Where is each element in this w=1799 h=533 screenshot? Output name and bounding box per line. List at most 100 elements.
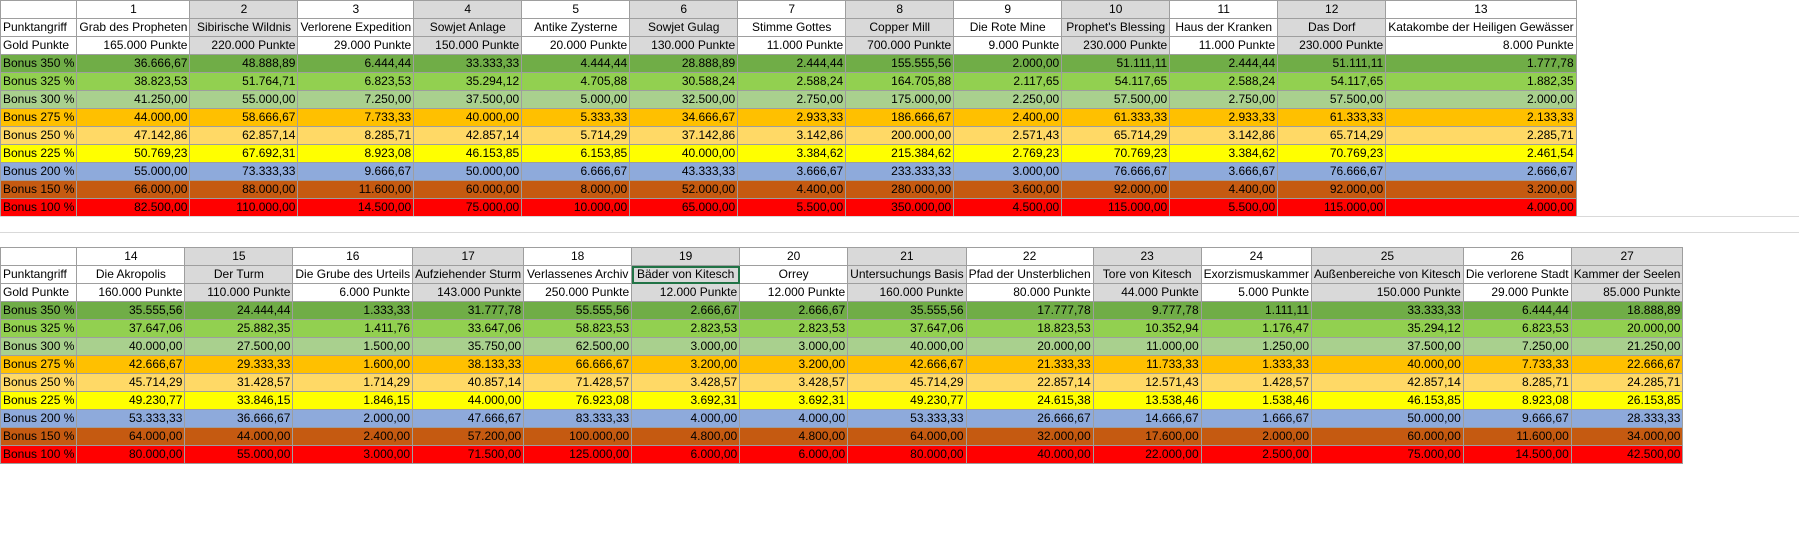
bonus-value-cell[interactable]: 2.461,54 bbox=[1385, 144, 1577, 163]
bonus-value-cell[interactable]: 4.705,88 bbox=[521, 72, 631, 91]
bonus-label-cell[interactable]: Bonus 200 % bbox=[0, 162, 78, 181]
bonus-value-cell[interactable]: 3.142,86 bbox=[1169, 126, 1279, 145]
bonus-value-cell[interactable]: 2.588,24 bbox=[737, 72, 847, 91]
gold-points-cell[interactable]: 150.000 Punkte bbox=[1311, 283, 1464, 302]
bonus-value-cell[interactable]: 115.000,00 bbox=[1277, 198, 1387, 217]
column-number-cell[interactable]: 4 bbox=[413, 0, 523, 19]
column-number-cell[interactable]: 8 bbox=[845, 0, 955, 19]
map-name-cell[interactable]: Prophet's Blessing bbox=[1061, 18, 1171, 37]
column-number-cell[interactable]: 19 bbox=[631, 247, 741, 266]
bonus-value-cell[interactable]: 2.750,00 bbox=[1169, 90, 1279, 109]
column-number-cell[interactable]: 1 bbox=[76, 0, 191, 19]
map-name-cell[interactable]: Tore von Kitesch bbox=[1092, 265, 1202, 284]
bonus-value-cell[interactable]: 60.000,00 bbox=[413, 180, 523, 199]
bonus-value-cell[interactable]: 42.857,14 bbox=[1311, 373, 1464, 392]
column-number-cell[interactable]: 2 bbox=[189, 0, 299, 19]
bonus-value-cell[interactable]: 50.769,23 bbox=[76, 144, 191, 163]
column-number-cell[interactable]: 16 bbox=[292, 247, 414, 266]
map-name-cell[interactable]: Bäder von Kitesch bbox=[631, 265, 741, 284]
bonus-value-cell[interactable]: 8.285,71 bbox=[297, 126, 415, 145]
row-label-attack[interactable]: Punktangriff bbox=[0, 18, 78, 37]
map-name-cell[interactable]: Kammer der Seelen bbox=[1570, 265, 1684, 284]
bonus-value-cell[interactable]: 7.250,00 bbox=[1462, 337, 1572, 356]
row-label-gold[interactable]: Gold Punkte bbox=[0, 283, 78, 302]
bonus-label-cell[interactable]: Bonus 100 % bbox=[0, 445, 78, 464]
column-number-cell[interactable]: 17 bbox=[412, 247, 525, 266]
bonus-value-cell[interactable]: 92.000,00 bbox=[1277, 180, 1387, 199]
bonus-value-cell[interactable]: 9.777,78 bbox=[1092, 301, 1202, 320]
bonus-value-cell[interactable]: 2.000,00 bbox=[292, 409, 414, 428]
bonus-value-cell[interactable]: 5.000,00 bbox=[521, 90, 631, 109]
bonus-label-cell[interactable]: Bonus 225 % bbox=[0, 144, 78, 163]
map-name-cell[interactable]: Haus der Kranken bbox=[1169, 18, 1279, 37]
map-name-cell[interactable]: Das Dorf bbox=[1277, 18, 1387, 37]
bonus-value-cell[interactable]: 65.714,29 bbox=[1277, 126, 1387, 145]
bonus-value-cell[interactable]: 1.538,46 bbox=[1200, 391, 1313, 410]
gold-points-cell[interactable]: 160.000 Punkte bbox=[76, 283, 186, 302]
bonus-value-cell[interactable]: 57.200,00 bbox=[412, 427, 525, 446]
bonus-value-cell[interactable]: 2.666,67 bbox=[631, 301, 741, 320]
bonus-value-cell[interactable]: 4.000,00 bbox=[739, 409, 849, 428]
bonus-value-cell[interactable]: 2.133,33 bbox=[1385, 108, 1577, 127]
bonus-value-cell[interactable]: 6.000,00 bbox=[739, 445, 849, 464]
bonus-value-cell[interactable]: 3.600,00 bbox=[953, 180, 1063, 199]
column-number-cell[interactable]: 10 bbox=[1061, 0, 1171, 19]
bonus-value-cell[interactable]: 3.000,00 bbox=[292, 445, 414, 464]
bonus-value-cell[interactable]: 38.133,33 bbox=[412, 355, 525, 374]
bonus-label-cell[interactable]: Bonus 275 % bbox=[0, 355, 78, 374]
map-name-cell[interactable]: Sowjet Anlage bbox=[413, 18, 523, 37]
bonus-value-cell[interactable]: 2.933,33 bbox=[737, 108, 847, 127]
gold-points-cell[interactable]: 130.000 Punkte bbox=[629, 36, 739, 55]
bonus-value-cell[interactable]: 92.000,00 bbox=[1061, 180, 1171, 199]
bonus-value-cell[interactable]: 55.000,00 bbox=[76, 162, 191, 181]
bonus-value-cell[interactable]: 2.571,43 bbox=[953, 126, 1063, 145]
bonus-value-cell[interactable]: 6.444,44 bbox=[297, 54, 415, 73]
corner-cell[interactable] bbox=[0, 247, 78, 266]
bonus-value-cell[interactable]: 53.333,33 bbox=[847, 409, 967, 428]
column-number-cell[interactable]: 11 bbox=[1169, 0, 1279, 19]
bonus-value-cell[interactable]: 110.000,00 bbox=[189, 198, 299, 217]
bonus-value-cell[interactable]: 55.000,00 bbox=[184, 445, 294, 464]
bonus-value-cell[interactable]: 1.333,33 bbox=[1200, 355, 1313, 374]
gold-points-cell[interactable]: 150.000 Punkte bbox=[413, 36, 523, 55]
bonus-value-cell[interactable]: 3.200,00 bbox=[631, 355, 741, 374]
bonus-value-cell[interactable]: 37.647,06 bbox=[76, 319, 186, 338]
bonus-value-cell[interactable]: 2.250,00 bbox=[953, 90, 1063, 109]
bonus-label-cell[interactable]: Bonus 250 % bbox=[0, 373, 78, 392]
bonus-value-cell[interactable]: 24.285,71 bbox=[1570, 373, 1684, 392]
bonus-value-cell[interactable]: 25.882,35 bbox=[184, 319, 294, 338]
bonus-value-cell[interactable]: 58.823,53 bbox=[523, 319, 633, 338]
map-name-cell[interactable]: Aufziehender Sturm bbox=[412, 265, 525, 284]
bonus-value-cell[interactable]: 76.666,67 bbox=[1061, 162, 1171, 181]
column-number-cell[interactable]: 5 bbox=[521, 0, 631, 19]
bonus-value-cell[interactable]: 6.823,53 bbox=[1462, 319, 1572, 338]
bonus-value-cell[interactable]: 53.333,33 bbox=[76, 409, 186, 428]
bonus-value-cell[interactable]: 36.666,67 bbox=[76, 54, 191, 73]
bonus-value-cell[interactable]: 58.666,67 bbox=[189, 108, 299, 127]
bonus-value-cell[interactable]: 3.666,67 bbox=[1169, 162, 1279, 181]
bonus-label-cell[interactable]: Bonus 225 % bbox=[0, 391, 78, 410]
bonus-value-cell[interactable]: 17.777,78 bbox=[965, 301, 1094, 320]
bonus-label-cell[interactable]: Bonus 325 % bbox=[0, 319, 78, 338]
bonus-value-cell[interactable]: 47.666,67 bbox=[412, 409, 525, 428]
bonus-value-cell[interactable]: 2.666,67 bbox=[739, 301, 849, 320]
row-label-gold[interactable]: Gold Punkte bbox=[0, 36, 78, 55]
bonus-value-cell[interactable]: 41.250,00 bbox=[76, 90, 191, 109]
column-number-cell[interactable]: 24 bbox=[1200, 247, 1313, 266]
gold-points-cell[interactable]: 11.000 Punkte bbox=[1169, 36, 1279, 55]
gold-points-cell[interactable]: 12.000 Punkte bbox=[631, 283, 741, 302]
bonus-value-cell[interactable]: 46.153,85 bbox=[1311, 391, 1464, 410]
bonus-value-cell[interactable]: 73.333,33 bbox=[189, 162, 299, 181]
bonus-value-cell[interactable]: 5.500,00 bbox=[737, 198, 847, 217]
column-number-cell[interactable]: 9 bbox=[953, 0, 1063, 19]
bonus-value-cell[interactable]: 40.000,00 bbox=[629, 144, 739, 163]
bonus-value-cell[interactable]: 11.600,00 bbox=[1462, 427, 1572, 446]
gold-points-cell[interactable]: 9.000 Punkte bbox=[953, 36, 1063, 55]
bonus-value-cell[interactable]: 29.333,33 bbox=[184, 355, 294, 374]
bonus-value-cell[interactable]: 57.500,00 bbox=[1061, 90, 1171, 109]
bonus-value-cell[interactable]: 6.823,53 bbox=[297, 72, 415, 91]
bonus-value-cell[interactable]: 2.750,00 bbox=[737, 90, 847, 109]
bonus-value-cell[interactable]: 33.333,33 bbox=[1311, 301, 1464, 320]
bonus-value-cell[interactable]: 33.333,33 bbox=[413, 54, 523, 73]
column-number-cell[interactable]: 18 bbox=[523, 247, 633, 266]
